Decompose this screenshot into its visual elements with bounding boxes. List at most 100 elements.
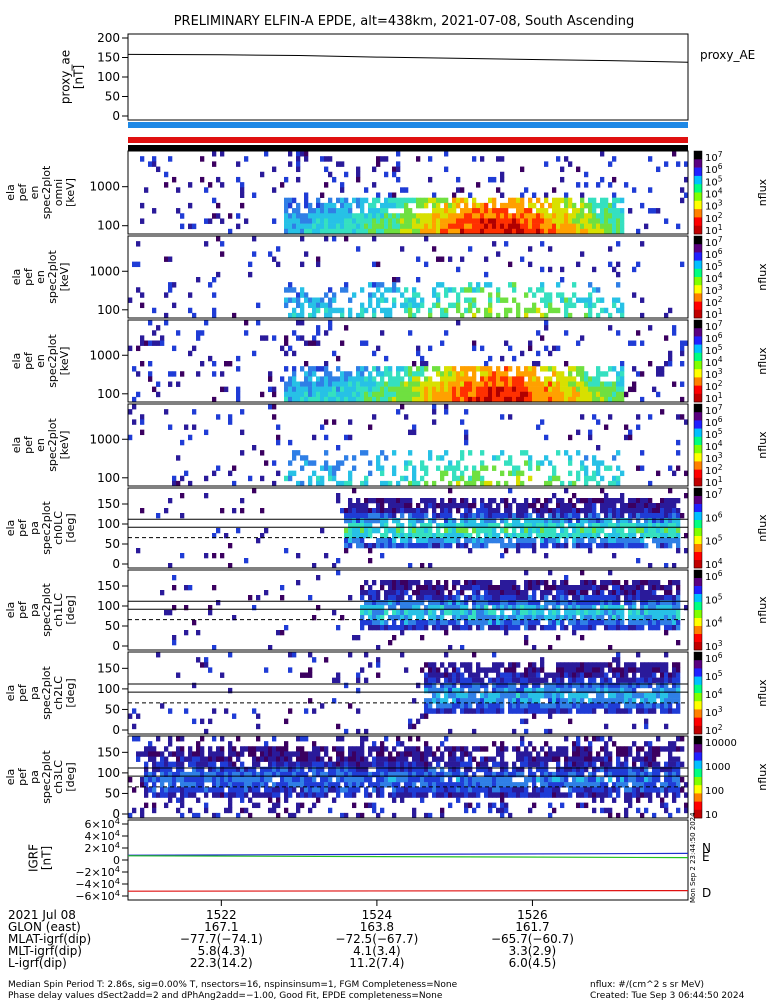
- heatmap-cell: [168, 751, 173, 757]
- heatmap-cell: [316, 307, 321, 314]
- heatmap-cell: [664, 677, 669, 684]
- heatmap-cell: [600, 391, 605, 398]
- heatmap-cell: [388, 480, 393, 487]
- heatmap-cell: [252, 782, 257, 788]
- heatmap-cell: [372, 366, 377, 372]
- heatmap-cell: [548, 585, 553, 591]
- heatmap-cell: [596, 445, 601, 451]
- heatmap-cell: [276, 797, 281, 803]
- heatmap-cell: [500, 396, 505, 403]
- colorbar-tick-label: 102: [705, 211, 723, 225]
- heatmap-cell: [524, 307, 529, 314]
- heatmap-cell: [436, 218, 441, 224]
- heatmap-cell: [464, 585, 469, 591]
- heatmap-cell: [504, 218, 509, 224]
- heatmap-cell: [204, 553, 209, 559]
- heatmap-cell: [472, 652, 477, 658]
- colorbar-segment: [694, 428, 702, 438]
- heatmap-cell: [576, 386, 581, 393]
- heatmap-cell: [368, 460, 373, 466]
- heatmap-cell: [132, 419, 137, 425]
- heatmap-cell: [280, 782, 285, 788]
- heatmap-cell: [528, 287, 533, 293]
- heatmap-cell: [652, 528, 657, 534]
- heatmap-cell: [440, 396, 445, 403]
- heatmap-cell: [464, 371, 469, 377]
- heatmap-cell: [472, 371, 477, 377]
- heatmap-cell: [604, 595, 609, 601]
- heatmap-cell: [516, 228, 521, 235]
- heatmap-cell: [448, 672, 453, 678]
- heatmap-cell: [636, 693, 641, 699]
- colorbar-segment: [694, 412, 702, 421]
- heatmap-cell: [352, 455, 357, 461]
- heatmap-cell: [592, 213, 597, 219]
- heatmap-cell: [308, 396, 313, 403]
- heatmap-cell: [524, 635, 529, 641]
- heatmap-cell: [172, 605, 177, 611]
- heatmap-cell: [300, 391, 305, 398]
- heatmap-cell: [220, 777, 225, 783]
- heatmap-cell: [300, 151, 305, 157]
- heatmap-cell: [380, 391, 385, 398]
- heatmap-cell: [560, 672, 565, 678]
- heatmap-cell: [420, 391, 425, 398]
- heatmap-cell: [360, 450, 365, 456]
- heatmap-cell: [644, 223, 649, 230]
- heatmap-cell: [440, 455, 445, 461]
- heatmap-cell: [360, 197, 365, 204]
- heatmap-cell: [588, 508, 593, 514]
- heatmap-cell: [544, 192, 549, 198]
- heatmap-cell: [552, 708, 557, 714]
- heatmap-cell: [560, 625, 565, 631]
- heatmap-cell: [580, 523, 585, 529]
- heatmap-cell: [576, 208, 581, 214]
- heatmap-cell: [240, 508, 245, 514]
- heatmap-cell: [312, 470, 317, 477]
- heatmap-cell: [564, 450, 569, 456]
- heatmap-cell: [176, 746, 181, 752]
- heatmap-cell: [620, 625, 625, 631]
- heatmap-cell: [600, 228, 605, 235]
- heatmap-cell: [612, 595, 617, 601]
- heatmap-cell: [316, 396, 321, 403]
- heatmap-cell: [524, 366, 529, 372]
- heatmap-cell: [364, 307, 369, 314]
- heatmap-cell: [368, 376, 373, 382]
- heatmap-cell: [348, 480, 353, 487]
- heatmap-cell: [256, 713, 261, 719]
- heatmap-cell: [496, 292, 501, 298]
- heatmap-cell: [612, 682, 617, 689]
- heatmap-cell: [172, 282, 177, 288]
- heatmap-cell: [484, 228, 489, 235]
- heatmap-cell: [608, 600, 613, 606]
- heatmap-cell: [664, 218, 669, 224]
- heatmap-cell: [376, 381, 381, 387]
- heatmap-cell: [168, 282, 173, 288]
- heatmap-cell: [360, 610, 365, 616]
- heatmap-cell: [532, 590, 537, 596]
- heatmap-cell: [392, 625, 397, 631]
- heatmap-cell: [556, 672, 561, 678]
- heatmap-cell: [284, 787, 289, 793]
- heatmap-cell: [648, 523, 653, 529]
- colorbar-segment: [694, 369, 702, 378]
- heatmap-cell: [504, 480, 509, 487]
- heatmap-cell: [548, 518, 553, 524]
- heatmap-cell: [216, 202, 221, 209]
- heatmap-cell: [616, 677, 621, 684]
- heatmap-cell: [456, 595, 461, 601]
- heatmap-cell: [588, 381, 593, 387]
- heatmap-cell: [320, 228, 325, 235]
- heatmap-cell: [472, 396, 477, 403]
- heatmap-cell: [188, 777, 193, 783]
- heatmap-cell: [212, 371, 217, 377]
- heatmap-cell: [384, 381, 389, 387]
- heatmap-cell: [452, 371, 457, 377]
- heatmap-cell: [212, 787, 217, 793]
- heatmap-cell: [444, 287, 449, 293]
- heatmap-cell: [620, 687, 625, 694]
- heatmap-cell: [532, 371, 537, 377]
- heatmap-cell: [328, 376, 333, 382]
- heatmap-cell: [672, 667, 677, 673]
